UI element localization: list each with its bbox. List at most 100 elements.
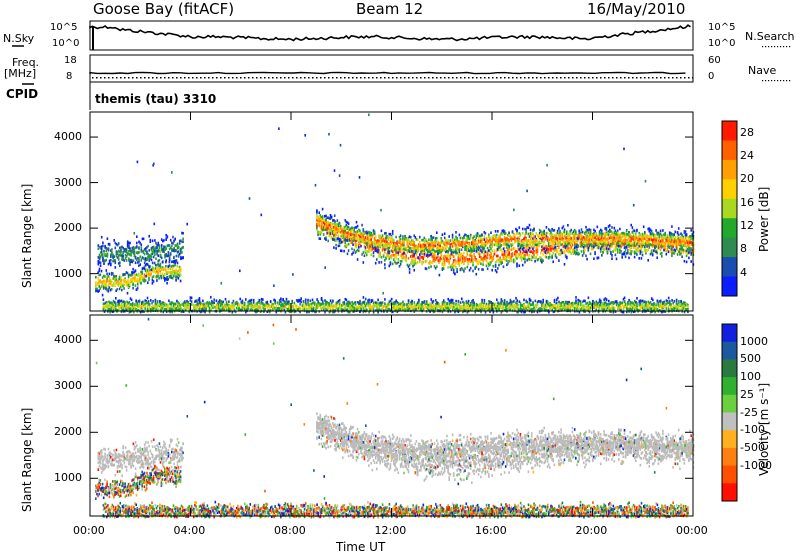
scatter-cell [144, 279, 147, 282]
scatter-cell [364, 251, 367, 254]
scatter-cell [165, 264, 167, 268]
scatter-cell [636, 248, 638, 251]
scatter-cell [495, 239, 498, 242]
scatter-cell [616, 231, 619, 235]
scatter-cell [374, 261, 377, 265]
scatter-cell [146, 257, 148, 261]
scatter-cell [148, 256, 150, 260]
scatter-cell [541, 249, 543, 252]
scatter-cell [411, 250, 413, 253]
scatter-cell [338, 239, 341, 242]
scatter-cell [405, 259, 407, 262]
scatter-cell [118, 281, 121, 285]
scatter-cell [125, 308, 127, 311]
scatter-cell [358, 246, 360, 249]
scatter-cell [510, 248, 513, 251]
scatter-cell [661, 236, 663, 239]
scatter-cell [568, 238, 570, 241]
scatter-cell [387, 242, 389, 245]
scatter-cell [422, 249, 424, 253]
scatter-cell [546, 249, 549, 253]
scatter-cell [106, 302, 108, 306]
scatter-cell [165, 247, 167, 250]
nave-point [124, 77, 126, 79]
scatter-cell [346, 239, 349, 242]
scatter-cell [413, 263, 415, 267]
scatter-cell [316, 215, 318, 218]
scatter-cell [343, 229, 345, 233]
scatter-cell [131, 278, 133, 281]
scatter-cell [371, 240, 374, 244]
scatter-cell [110, 249, 112, 252]
scatter-cell [334, 225, 336, 229]
scatter-cell [128, 257, 130, 260]
scatter-cell [499, 258, 501, 262]
scatter-cell [332, 232, 334, 235]
scatter-cell [320, 220, 323, 224]
scatter-cell [353, 238, 355, 242]
scatter-cell [646, 236, 648, 240]
scatter-cell [662, 229, 664, 232]
scatter-cell [380, 240, 383, 243]
scatter-cell [128, 249, 130, 253]
nave-point [492, 77, 494, 79]
scatter-cell [546, 239, 549, 242]
scatter-cell [170, 308, 172, 311]
scatter-cell [148, 254, 150, 257]
scatter-cell [156, 300, 159, 303]
scatter-cell [99, 246, 102, 250]
scatter-cell [390, 238, 393, 242]
scatter-cell [115, 242, 118, 246]
scatter-cell [178, 274, 181, 278]
scatter-cell [438, 259, 440, 262]
scatter-cell [679, 240, 681, 244]
scatter-cell [662, 236, 664, 240]
nave-point [464, 77, 466, 79]
scatter-cell [602, 246, 604, 249]
scatter-cell [640, 250, 643, 254]
scatter-cell [540, 233, 542, 236]
scatter-cell [336, 219, 339, 222]
scatter-cell [391, 250, 394, 254]
scatter-cell [181, 240, 183, 244]
scatter-cell [136, 308, 139, 312]
scatter-cell [388, 236, 391, 239]
scatter-cell [353, 229, 355, 233]
scatter-cell [423, 249, 426, 252]
scatter-cell [171, 267, 174, 270]
scatter-cell [530, 239, 533, 242]
scatter-cell [494, 236, 497, 240]
scatter-cell [621, 235, 623, 238]
scatter-cell [135, 308, 137, 311]
scatter-cell [129, 249, 131, 252]
nave-point [652, 77, 654, 79]
scatter-cell [109, 303, 111, 307]
scatter-cell [387, 250, 389, 254]
scatter-cell [504, 258, 507, 262]
scatter-cell [613, 234, 616, 237]
scatter-cell [410, 235, 412, 239]
scatter-cell [165, 310, 168, 313]
scatter-cell [169, 238, 172, 242]
scatter-cell [134, 261, 137, 265]
scatter-cell [152, 268, 155, 272]
scatter-cell [646, 241, 648, 244]
scatter-cell [570, 228, 573, 232]
scatter-cell [321, 216, 324, 220]
scatter-cell [426, 253, 429, 257]
scatter-cell [167, 252, 170, 256]
scatter-cell [519, 234, 522, 237]
scatter-cell [438, 242, 440, 246]
scatter-cell [168, 260, 171, 264]
scatter-cell [659, 229, 662, 233]
scatter-cell [326, 227, 328, 230]
scatter-cell [143, 267, 146, 271]
scatter-cell [173, 255, 175, 259]
scatter-cell [447, 254, 449, 257]
n-sky-trace [89, 24, 691, 42]
scatter-cell [575, 245, 577, 249]
scatter-cell [165, 260, 167, 264]
scatter-cell [645, 252, 647, 255]
nave-point [360, 77, 362, 79]
scatter-cell [450, 264, 453, 267]
